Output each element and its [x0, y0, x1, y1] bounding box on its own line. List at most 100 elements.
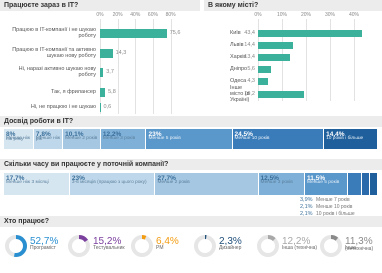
x-tick-label: 40% [348, 12, 359, 18]
donut [194, 235, 216, 257]
bar-segment [232, 129, 325, 149]
segment-label: Менше ніж 3 місяці [6, 180, 49, 185]
bar-segment [370, 173, 378, 195]
segment-label: Менше 2 років [65, 136, 98, 141]
grid-line [100, 19, 101, 114]
x-tick-label: 10% [276, 12, 287, 18]
value-label: 5,8 [108, 88, 116, 95]
bar-segment [347, 173, 363, 195]
donut-track [257, 235, 279, 257]
bar [258, 90, 305, 98]
grid-line [152, 19, 154, 114]
bar-segment [100, 129, 147, 149]
section-title: Досвід роботи в IT? [4, 118, 74, 125]
x-tick-label: 80% [165, 12, 176, 18]
value-label: 6,4% [156, 236, 179, 247]
x-tick-label: 0% [254, 12, 262, 18]
donut [320, 235, 342, 257]
section-header [0, 159, 382, 170]
donut-arc [68, 235, 90, 257]
category-label: PM [156, 245, 164, 251]
segment-label: Менше 10 років [234, 136, 270, 141]
section-title: Хто працює? [4, 218, 50, 225]
section-header [0, 0, 200, 11]
donut [68, 235, 90, 257]
value-label: 23% [71, 174, 85, 182]
donut [131, 235, 153, 257]
donut-arc [194, 235, 216, 257]
bar [258, 29, 363, 37]
value-label: 7,8% [35, 130, 51, 138]
bar [258, 53, 291, 61]
category-label: Дизайнер [219, 245, 242, 251]
category-label: Львів [230, 42, 244, 48]
donut [257, 235, 279, 257]
bar [100, 67, 104, 77]
value-label: 75,6 [169, 29, 181, 36]
segment-label: Менше 3 років [260, 180, 293, 185]
grid-line [170, 19, 172, 114]
value-label: 12,5% [260, 174, 279, 182]
category-label: Харків [230, 54, 247, 60]
grid-line [306, 19, 307, 101]
category-label: Тестувальник [93, 245, 125, 251]
segment-label: 10 років і більше [316, 211, 355, 217]
bar [258, 77, 269, 85]
category-label: Одеса [230, 78, 247, 84]
category-label: Інша (нетехнічна) [345, 245, 374, 253]
value-label: 12,2% [102, 130, 122, 138]
bar [258, 41, 293, 49]
category-label: Ні, не працюю і не шукаю [30, 104, 96, 110]
x-tick-label: 20% [300, 12, 311, 18]
category-label: Працюю в IT-компанії та активно шукаю но… [12, 47, 96, 60]
value-label: 14,4% [326, 130, 345, 138]
bar-segment [33, 129, 64, 149]
value-label: 0,6 [103, 103, 112, 110]
bar [258, 65, 272, 73]
grid-line [135, 19, 136, 114]
value-label: 11,3% [345, 236, 373, 247]
value-label: 12,2% [282, 236, 311, 247]
segment-label: Менше 3 років [102, 136, 136, 141]
value-label: 14,4 [244, 41, 255, 48]
x-tick-label: 60% [147, 12, 158, 18]
category-label: Програміст [30, 245, 56, 251]
x-tick-label: 20% [112, 12, 123, 18]
category-label: Інше місто (в Україні) [230, 85, 250, 104]
category-label: Працюю в IT-компанії і не шукаю роботу [12, 27, 96, 40]
value-label: 3,9% [300, 197, 313, 203]
value-label: 4,3 [247, 77, 255, 84]
grid-line [330, 19, 331, 101]
bar-segment [258, 173, 306, 195]
grid-line [354, 19, 355, 101]
x-tick-label: 40% [130, 12, 141, 18]
x-tick-label: 0% [96, 12, 104, 18]
value-label: 3,7 [106, 68, 114, 75]
segment-label: Менше 10 років [316, 204, 353, 210]
x-tick-label: 30% [324, 12, 335, 18]
section-title: Працюєте зараз в IT? [4, 2, 79, 9]
value-label: 43,4 [244, 29, 255, 36]
bar-segment [63, 129, 101, 149]
bar-segment [146, 129, 233, 149]
value-label: 2,1% [300, 211, 313, 217]
value-label: 8% [6, 130, 16, 138]
value-label: 52,7% [30, 236, 59, 247]
donut-track [131, 235, 153, 257]
segment-label: Менше ніж рік [35, 136, 61, 143]
donut [5, 235, 27, 257]
category-label: Так, я фрилансер [51, 89, 96, 95]
value-label: 13,4 [244, 53, 255, 60]
value-label: 10,1% [65, 130, 84, 138]
value-label: 24,5% [234, 130, 253, 138]
value-label: 27,7% [157, 174, 176, 182]
value-label: 5,6 [247, 65, 255, 72]
value-label: 11,5% [307, 174, 326, 182]
segment-label: Менше 5 років [307, 180, 340, 185]
category-label: Інша (технічна) [282, 245, 318, 251]
category-label: Ні, наразі активно шукаю нову роботу [18, 66, 96, 79]
section-title: В якому місті? [208, 2, 259, 9]
value-label: 14,3 [115, 49, 127, 56]
section-header [0, 116, 382, 127]
